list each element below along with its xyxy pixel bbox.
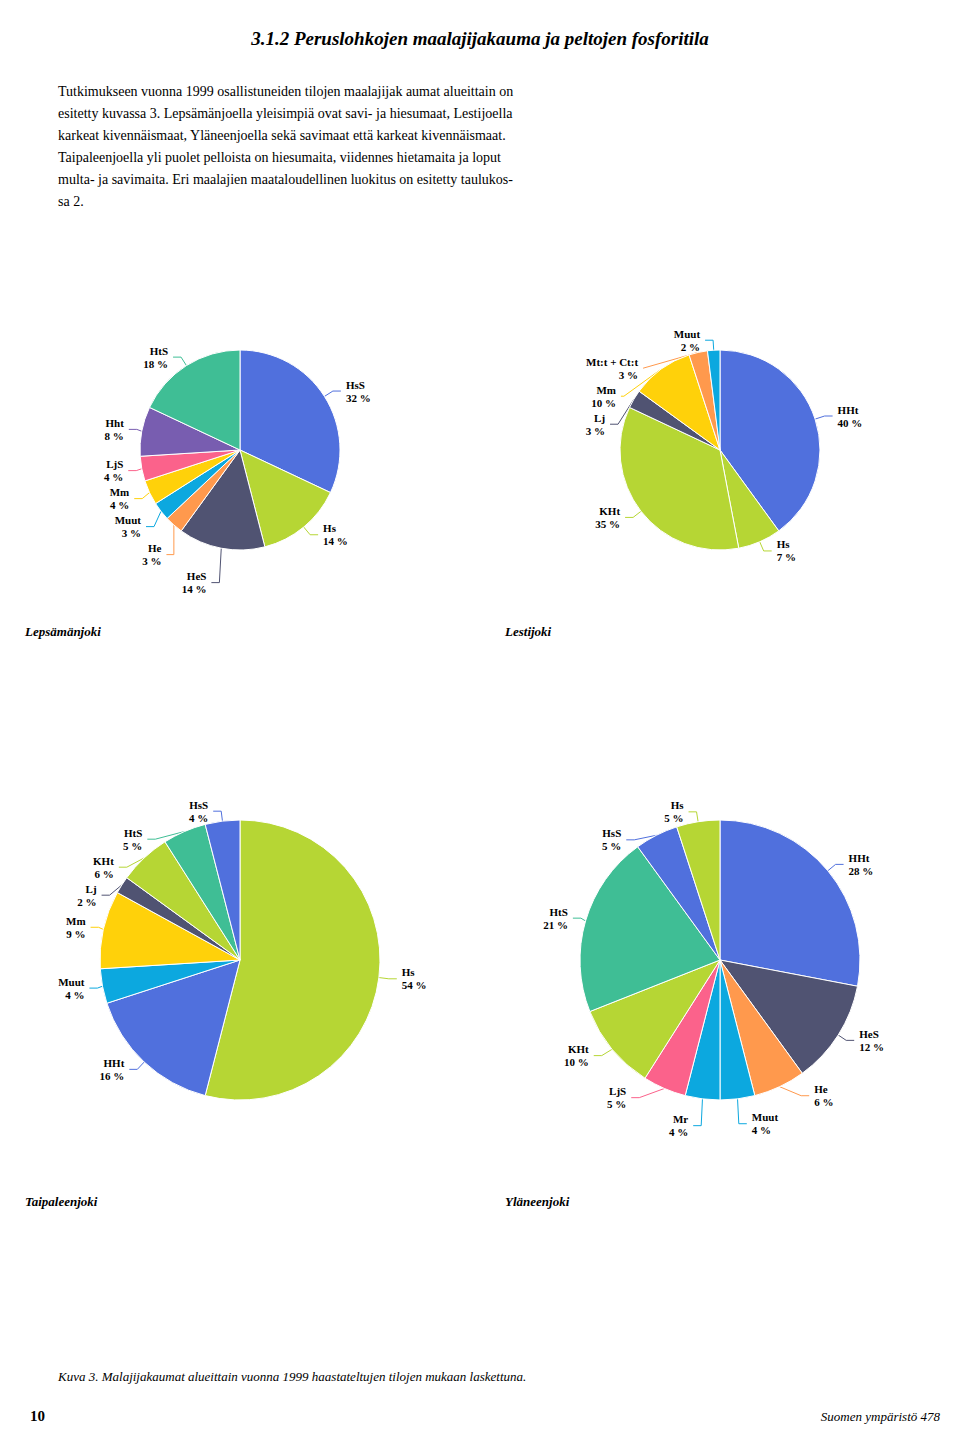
svg-text:KHt: KHt [93, 855, 114, 867]
svg-text:HsS: HsS [602, 827, 621, 839]
svg-text:HtS: HtS [150, 345, 168, 357]
svg-text:Hs: Hs [777, 538, 791, 550]
svg-text:8 %: 8 % [105, 430, 124, 442]
svg-text:Hs: Hs [323, 522, 337, 534]
svg-text:sa 2.: sa 2. [58, 194, 84, 209]
svg-text:3 %: 3 % [619, 369, 638, 381]
svg-text:HtS: HtS [550, 906, 568, 918]
svg-text:esitetty kuvassa 3. Lepsämänjo: esitetty kuvassa 3. Lepsämänjoella yleis… [58, 106, 513, 121]
svg-text:Mm: Mm [110, 486, 130, 498]
svg-text:HtS: HtS [124, 827, 142, 839]
svg-text:Mm: Mm [66, 915, 86, 927]
svg-text:Muut: Muut [752, 1111, 779, 1123]
svg-text:HHt: HHt [849, 852, 870, 864]
svg-text:Hs: Hs [671, 799, 685, 811]
svg-text:12 %: 12 % [859, 1041, 884, 1053]
svg-text:karkeat kivennäismaat, Yläneen: karkeat kivennäismaat, Yläneenjoella sek… [58, 128, 506, 143]
svg-text:5 %: 5 % [123, 840, 142, 852]
svg-text:HsS: HsS [189, 799, 208, 811]
svg-text:LjS: LjS [106, 458, 123, 470]
svg-text:Muut: Muut [58, 976, 85, 988]
svg-text:Lestijoki: Lestijoki [504, 624, 552, 639]
svg-text:Lepsämänjoki: Lepsämänjoki [24, 624, 101, 639]
svg-text:Yläneenjoki: Yläneenjoki [505, 1194, 570, 1209]
svg-text:28 %: 28 % [849, 865, 874, 877]
svg-text:4 %: 4 % [110, 499, 129, 511]
svg-text:Taipaleenjoki: Taipaleenjoki [25, 1194, 98, 1209]
svg-text:3 %: 3 % [142, 555, 161, 567]
svg-text:Muut: Muut [115, 514, 142, 526]
svg-text:14 %: 14 % [323, 535, 348, 547]
svg-text:54 %: 54 % [402, 979, 427, 991]
svg-text:Taipaleenjoella yli puolet pel: Taipaleenjoella yli puolet pelloista on … [58, 150, 501, 165]
svg-text:2 %: 2 % [681, 341, 700, 353]
svg-text:HHt: HHt [838, 404, 859, 416]
svg-text:HeS: HeS [187, 570, 207, 582]
svg-text:Hs: Hs [402, 966, 416, 978]
svg-text:Suomen ympäristö 478: Suomen ympäristö 478 [821, 1409, 941, 1424]
svg-text:Mm: Mm [596, 384, 616, 396]
svg-text:Mr: Mr [673, 1113, 688, 1125]
svg-text:5 %: 5 % [607, 1098, 626, 1110]
svg-text:5 %: 5 % [664, 812, 683, 824]
svg-text:6 %: 6 % [814, 1096, 833, 1108]
svg-text:Kuva 3. Malajijakaumat alueitt: Kuva 3. Malajijakaumat alueittain vuonna… [57, 1369, 526, 1384]
svg-text:14 %: 14 % [182, 583, 207, 595]
svg-text:HHt: HHt [104, 1057, 125, 1069]
svg-text:He: He [814, 1083, 828, 1095]
svg-text:KHt: KHt [599, 505, 620, 517]
svg-text:35 %: 35 % [595, 518, 620, 530]
svg-text:multa- ja savimaita. Eri maala: multa- ja savimaita. Eri maalajien maata… [58, 172, 513, 187]
svg-text:7 %: 7 % [777, 551, 796, 563]
svg-text:32 %: 32 % [346, 392, 371, 404]
svg-text:16 %: 16 % [100, 1070, 125, 1082]
svg-text:4 %: 4 % [189, 812, 208, 824]
svg-text:40 %: 40 % [838, 417, 863, 429]
svg-text:He: He [148, 542, 162, 554]
svg-text:10: 10 [30, 1408, 45, 1424]
svg-text:21 %: 21 % [543, 919, 568, 931]
svg-text:10 %: 10 % [591, 397, 616, 409]
svg-text:Tutkimukseen vuonna 1999 osall: Tutkimukseen vuonna 1999 osallistuneiden… [58, 84, 513, 99]
svg-text:HeS: HeS [859, 1028, 879, 1040]
svg-text:2 %: 2 % [77, 896, 96, 908]
svg-text:5 %: 5 % [602, 840, 621, 852]
svg-text:3 %: 3 % [586, 425, 605, 437]
svg-text:3.1.2 Peruslohkojen maalajijak: 3.1.2 Peruslohkojen maalajijakauma ja pe… [250, 28, 709, 49]
svg-text:LjS: LjS [609, 1085, 626, 1097]
svg-text:HsS: HsS [346, 379, 365, 391]
svg-text:4 %: 4 % [65, 989, 84, 1001]
svg-text:KHt: KHt [568, 1043, 589, 1055]
svg-text:Mt:t + Ct:t: Mt:t + Ct:t [586, 356, 638, 368]
svg-text:3 %: 3 % [122, 527, 141, 539]
svg-text:Lj: Lj [594, 412, 605, 424]
svg-text:Hht: Hht [105, 417, 124, 429]
svg-text:Lj: Lj [86, 883, 97, 895]
svg-text:10 %: 10 % [564, 1056, 589, 1068]
svg-text:6 %: 6 % [95, 868, 114, 880]
svg-text:4 %: 4 % [104, 471, 123, 483]
svg-text:9 %: 9 % [66, 928, 85, 940]
svg-text:Muut: Muut [674, 328, 701, 340]
svg-text:4 %: 4 % [669, 1126, 688, 1138]
svg-text:18 %: 18 % [143, 358, 168, 370]
svg-text:4 %: 4 % [752, 1124, 771, 1136]
